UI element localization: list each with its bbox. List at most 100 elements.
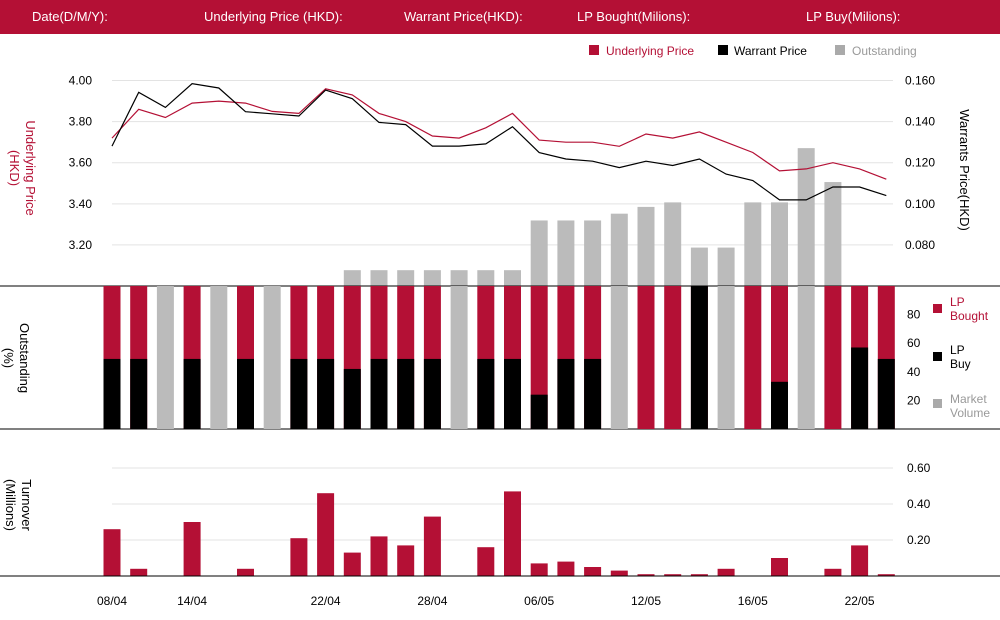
x-axis-date-label: 08/04: [97, 594, 127, 608]
outstanding-bar: [797, 148, 815, 286]
right-axis-tick-label: 0.080: [905, 238, 935, 252]
date-label: Date(D/M/Y):: [32, 9, 108, 24]
lp-buy-bar: [530, 394, 548, 429]
outstanding-bar: [664, 202, 682, 286]
x-axis-date-label: 22/04: [311, 594, 341, 608]
lp-buy-bar: [370, 358, 388, 429]
outstanding-tick-label: 80: [907, 308, 921, 322]
turnover-bar: [664, 574, 682, 576]
turnover-bar: [477, 547, 495, 576]
outstanding-bar: [343, 270, 361, 286]
x-axis-date-label: 06/05: [524, 594, 554, 608]
turnover-axis-title-line2: (Millions): [3, 479, 18, 531]
outstanding-bar: [423, 270, 441, 286]
outstanding-bar: [824, 182, 842, 286]
legend-lp-bought-line1: LP: [950, 295, 965, 309]
lp-buy-bar: [290, 358, 308, 429]
lp-bought-label: LP Bought(Milions):: [577, 9, 691, 24]
turnover-bar: [130, 568, 148, 576]
turnover-bar: [717, 568, 735, 576]
outstanding-bar: [637, 206, 655, 286]
outstanding-tick-label: 20: [907, 393, 921, 407]
turnover-bar: [504, 491, 521, 576]
x-axis-date-label: 16/05: [738, 594, 768, 608]
turnover-tick-label: 0.40: [907, 497, 931, 511]
outstanding-axis-title-line1: Outstanding: [17, 323, 32, 393]
lp-buy-bar: [317, 358, 335, 429]
lp-buy-bar: [557, 358, 575, 429]
outstanding-bar: [690, 247, 708, 286]
lp-buy-bar: [584, 358, 602, 429]
legend-lp-bought-line2: Bought: [950, 309, 989, 323]
outstanding-tick-label: 60: [907, 336, 921, 350]
outstanding-bar: [530, 220, 548, 286]
x-axis-date-label: 22/05: [845, 594, 875, 608]
lp-buy-bar: [771, 381, 788, 429]
x-axis-date-label: 14/04: [177, 594, 207, 608]
turnover-bar: [584, 567, 602, 576]
legend-warrant-swatch: [718, 45, 728, 55]
right-axis-tick-label: 0.120: [905, 156, 935, 170]
legend-market-volume-line2: Volume: [950, 406, 990, 420]
outstanding-bar: [370, 270, 388, 286]
market-volume-bar: [797, 286, 815, 429]
outstanding-bar: [450, 270, 468, 286]
right-axis-tick-label: 0.160: [905, 74, 935, 88]
underlying-price-label: Underlying Price (HKD):: [204, 9, 343, 24]
turnover-tick-label: 0.60: [907, 461, 931, 475]
lp-bought-bar: [824, 286, 842, 429]
outstanding-axis-title-line2: (%): [1, 348, 16, 368]
price-legend: Underlying Price Warrant Price Outstandi…: [589, 44, 917, 58]
market-volume-bar: [263, 286, 281, 429]
x-axis-date-label: 12/05: [631, 594, 661, 608]
turnover-bar: [343, 552, 361, 576]
x-axis-date-label: 28/04: [417, 594, 447, 608]
right-axis-tick-label: 0.140: [905, 115, 935, 129]
legend-lp-buy-line2: Buy: [950, 357, 971, 371]
warrants-axis-title: Warrants Price(HKD): [957, 109, 972, 231]
outstanding-bar: [397, 270, 415, 286]
underlying-axis-title-line2: (HKD): [7, 150, 22, 186]
market-volume-bar: [156, 286, 174, 429]
legend-underlying-label: Underlying Price: [606, 44, 694, 58]
lp-buy-bar: [103, 358, 121, 429]
left-axis-tick-label: 3.20: [69, 238, 93, 252]
lp-buy-bar: [343, 368, 361, 429]
outstanding-bar: [584, 220, 602, 286]
lp-buy-bar: [477, 358, 495, 429]
plot-area: 4.00 0.160 3.80 0.140 3.60 0.120 3.40 0.100 3.20…: [0, 74, 1000, 608]
turnover-bar: [103, 529, 121, 576]
lp-buy-bar: [423, 358, 441, 429]
turnover-bar: [877, 574, 895, 576]
outstanding-bar: [477, 270, 495, 286]
lp-bought-bar: [664, 286, 682, 429]
lp-buy-bar: [690, 286, 708, 429]
turnover-bar: [237, 568, 254, 576]
outstanding-bar: [744, 202, 762, 286]
legend-underlying-swatch: [589, 45, 599, 55]
left-axis-tick-label: 3.40: [69, 197, 93, 211]
turnover-bar: [557, 561, 575, 576]
turnover-bar: [397, 545, 415, 576]
lp-buy-bar: [504, 358, 521, 429]
lp-buy-bar: [851, 347, 869, 429]
outstanding-tick-label: 40: [907, 365, 921, 379]
underlying-axis-title-line1: Underlying Price: [23, 120, 38, 215]
lp-bought-bar: [637, 286, 655, 429]
outstanding-legend: LP Bought LP Buy Market Volume: [933, 295, 990, 420]
left-axis-tick-label: 3.60: [69, 156, 93, 170]
turnover-bar: [690, 574, 708, 576]
outstanding-bar: [610, 213, 628, 286]
lp-buy-bar: [877, 358, 895, 429]
turnover-axis-title-line1: Turnover: [19, 479, 34, 531]
outstanding-bar: [771, 202, 788, 286]
legend-market-volume-swatch: [933, 399, 942, 408]
legend-outstanding-label: Outstanding: [852, 44, 917, 58]
turnover-bar: [637, 574, 655, 576]
lp-bought-bar: [530, 286, 548, 429]
lp-buy-bar: [237, 358, 254, 429]
right-axis-tick-label: 0.100: [905, 197, 935, 211]
lp-buy-bar: [397, 358, 415, 429]
turnover-bar: [610, 570, 628, 576]
